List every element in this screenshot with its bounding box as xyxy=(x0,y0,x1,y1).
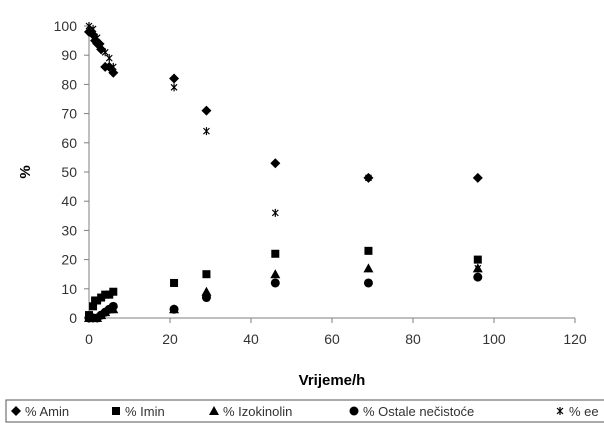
point-series-0 xyxy=(169,73,180,84)
point-series-4 xyxy=(89,24,97,33)
point-series-1 xyxy=(105,290,114,299)
legend-marker-2 xyxy=(209,406,219,415)
point-series-2 xyxy=(270,269,281,279)
point-series-4 xyxy=(105,54,113,63)
y-tick-label: 20 xyxy=(61,252,77,268)
x-tick-label: 0 xyxy=(85,331,93,347)
point-series-0 xyxy=(270,158,281,169)
x-tick-label: 20 xyxy=(162,331,178,347)
point-series-1 xyxy=(473,255,482,264)
y-tick-label: 50 xyxy=(61,164,77,180)
y-tick-label: 90 xyxy=(61,47,77,63)
point-series-4 xyxy=(203,127,210,136)
y-tick-label: 10 xyxy=(61,281,77,297)
point-series-1 xyxy=(93,296,102,305)
point-series-1 xyxy=(364,246,373,255)
legend-label-3: % Ostale nečistoće xyxy=(363,404,474,419)
point-series-1 xyxy=(202,270,211,279)
x-tick-label: 100 xyxy=(482,331,506,347)
point-series-0 xyxy=(472,172,483,183)
point-series-1 xyxy=(97,293,106,302)
point-series-3 xyxy=(270,278,280,288)
point-series-1 xyxy=(109,287,118,296)
x-axis-title: Vrijeme/h xyxy=(299,372,366,389)
y-axis-title: % xyxy=(17,165,34,178)
legend-label-0: % Amin xyxy=(25,404,69,419)
point-series-3 xyxy=(201,293,211,303)
legend-label-1: % Imin xyxy=(125,404,165,419)
x-tick-label: 120 xyxy=(563,331,587,347)
legend: % Amin % Imin % Izokinolin % Ostale nečisto… xyxy=(11,404,599,419)
y-tick-label: 70 xyxy=(61,106,77,122)
legend-box xyxy=(5,399,604,423)
point-series-4 xyxy=(97,42,105,51)
data-points xyxy=(84,22,483,323)
y-tick-label: 100 xyxy=(54,18,78,34)
point-series-4 xyxy=(474,264,482,273)
legend-label-4: % ee xyxy=(569,404,599,419)
point-series-3 xyxy=(169,304,179,314)
y-tick-label: 0 xyxy=(69,310,77,326)
axes xyxy=(88,26,575,319)
point-series-4 xyxy=(170,83,178,92)
y-tick-label: 40 xyxy=(61,193,77,209)
point-series-4 xyxy=(109,62,117,71)
point-series-3 xyxy=(108,301,118,311)
legend-marker-1 xyxy=(112,407,120,415)
point-series-3 xyxy=(363,278,373,288)
point-series-2 xyxy=(363,263,374,273)
legend-marker-4 xyxy=(556,407,564,415)
point-series-1 xyxy=(170,278,179,287)
y-tick-label: 80 xyxy=(61,76,77,92)
y-tick-label: 60 xyxy=(61,135,77,151)
point-series-4 xyxy=(271,208,279,217)
point-series-3 xyxy=(473,272,483,282)
legend-marker-3 xyxy=(349,406,359,416)
point-series-4 xyxy=(85,22,93,30)
legend-marker-0 xyxy=(11,406,21,416)
x-tick-label: 40 xyxy=(243,331,259,347)
point-series-1 xyxy=(89,302,98,311)
legend-label-2: % Izokinolin xyxy=(223,404,292,419)
point-series-1 xyxy=(101,290,110,299)
point-series-4 xyxy=(101,48,109,57)
x-tick-label: 80 xyxy=(405,331,421,347)
y-tick-label: 30 xyxy=(61,222,77,238)
x-tick-group: 0 20 40 60 80 100 120 xyxy=(85,318,587,347)
y-tick-group: 0 10 20 30 40 50 60 70 80 90 100 xyxy=(54,18,89,326)
point-series-4 xyxy=(365,173,372,182)
point-series-2 xyxy=(201,286,212,296)
point-series-0 xyxy=(201,105,212,116)
x-tick-label: 60 xyxy=(324,331,340,347)
point-series-4 xyxy=(93,33,101,42)
point-series-1 xyxy=(271,249,280,258)
